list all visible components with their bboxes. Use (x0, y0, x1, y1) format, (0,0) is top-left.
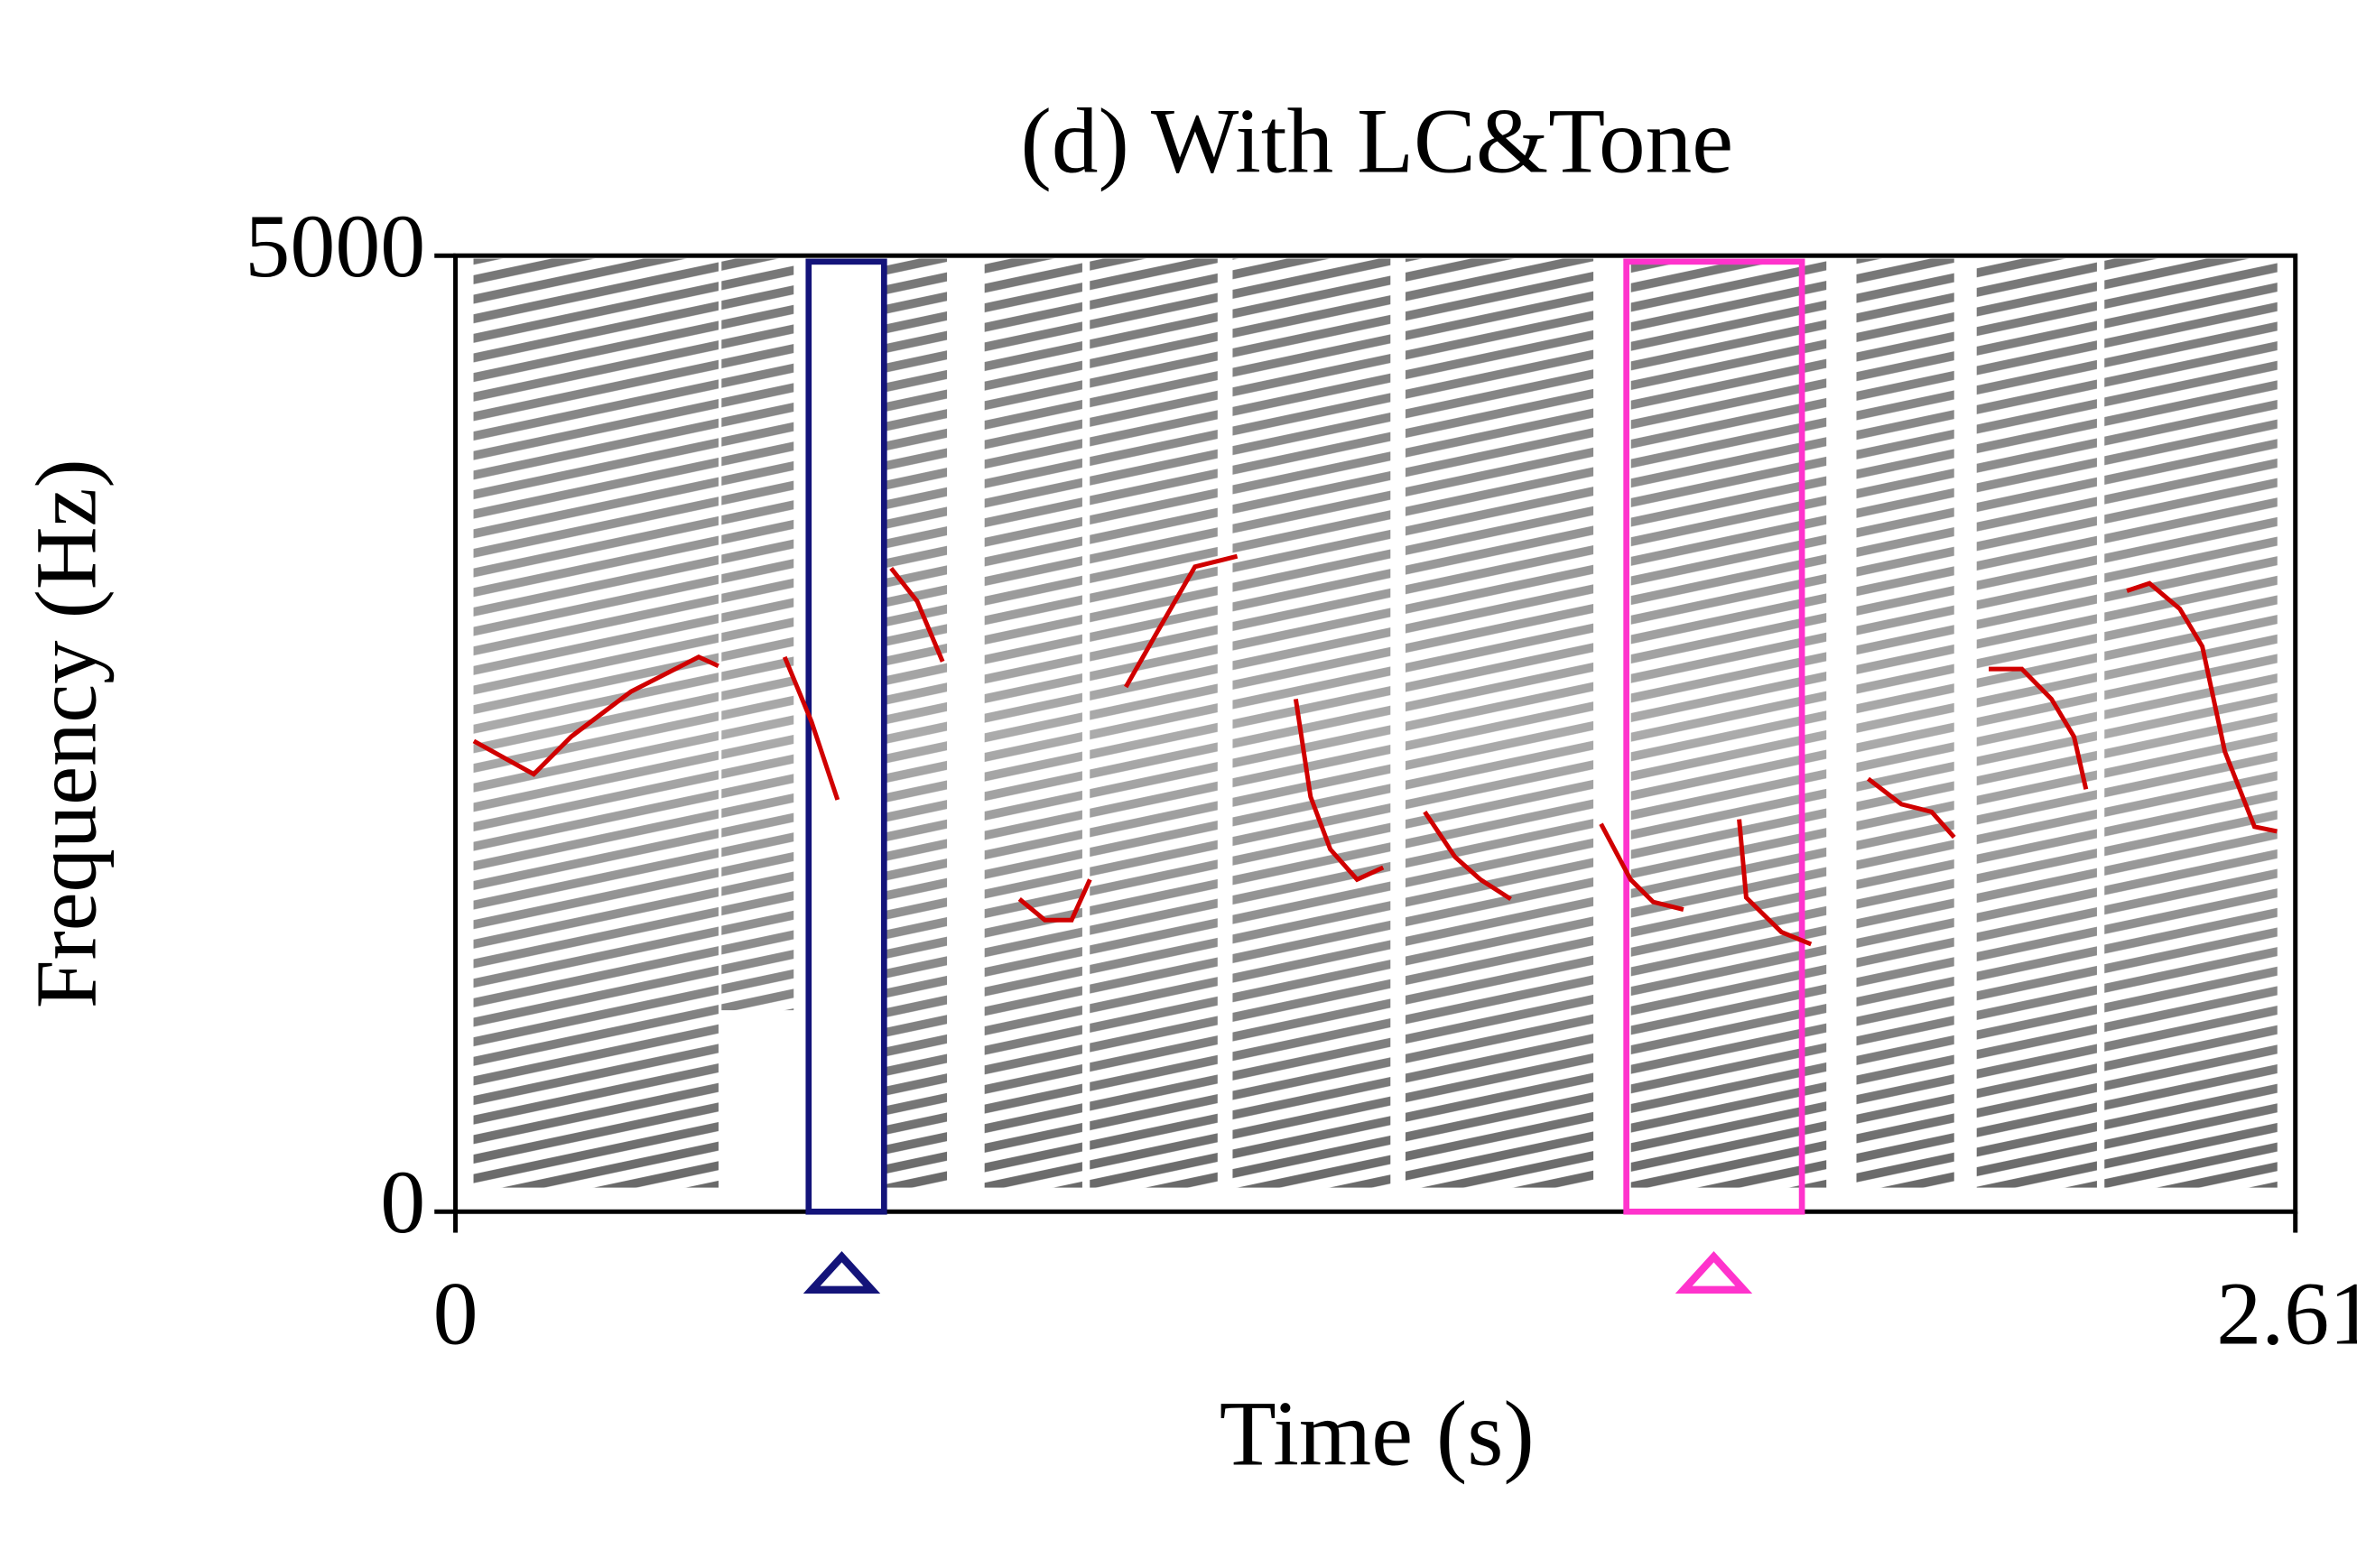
pitch-contour (1124, 553, 1239, 689)
highlight-marker (1675, 1251, 1753, 1294)
highlight-box (1623, 258, 1805, 1215)
pitch-contour (1989, 666, 2089, 790)
pitch-contour (1423, 810, 1512, 902)
y-axis-label: Frequency (Hz) (17, 459, 114, 1008)
x-tick-label: 2.61 (2216, 1263, 2357, 1363)
pitch-contour (1737, 819, 1813, 947)
highlight-box (805, 258, 887, 1215)
x-axis-label: Time (s) (1220, 1382, 1535, 1485)
pitch-contour (1017, 878, 1092, 923)
pitch-contour (889, 566, 945, 663)
plot-frame (453, 253, 2298, 1214)
pitch-contour (472, 654, 719, 777)
y-tick-label: 5000 (245, 196, 425, 296)
highlight-marker (803, 1251, 881, 1294)
spectrogram-texture (455, 255, 2296, 1212)
pitch-contour (2126, 580, 2278, 834)
pitch-contour (1866, 776, 1956, 840)
pitch-contour (1293, 699, 1385, 883)
y-tick-label: 0 (380, 1152, 425, 1252)
pitch-contour (1599, 822, 1684, 913)
x-tick-label: 0 (433, 1263, 478, 1363)
chart-title: (d) With LC&Tone (1021, 89, 1734, 192)
pitch-contour (782, 655, 840, 801)
